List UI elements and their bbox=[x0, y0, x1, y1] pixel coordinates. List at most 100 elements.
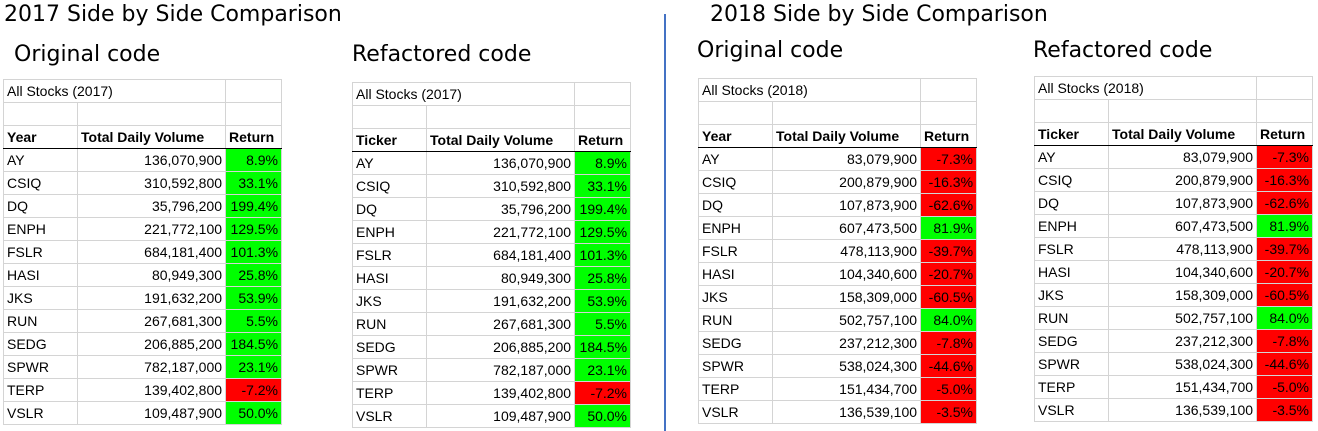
return-cell[interactable]: -16.3% bbox=[920, 170, 978, 194]
volume-cell[interactable]: 221,772,100 bbox=[76, 217, 227, 241]
volume-cell[interactable]: 136,539,100 bbox=[771, 400, 922, 424]
ticker-cell[interactable]: DQ bbox=[352, 197, 427, 221]
empty-cell[interactable] bbox=[225, 79, 283, 103]
volume-cell[interactable]: 221,772,100 bbox=[425, 220, 576, 244]
return-cell[interactable]: 50.0% bbox=[574, 404, 632, 428]
return-cell[interactable]: -39.7% bbox=[1256, 237, 1314, 261]
volume-cell[interactable]: 136,539,100 bbox=[1107, 398, 1258, 422]
return-cell[interactable]: -60.5% bbox=[920, 285, 978, 309]
volume-cell[interactable]: 782,187,000 bbox=[425, 358, 576, 382]
return-cell[interactable]: 129.5% bbox=[225, 217, 283, 241]
ticker-header[interactable]: Ticker bbox=[1034, 122, 1109, 146]
return-cell[interactable]: -39.7% bbox=[920, 239, 978, 263]
ticker-cell[interactable]: VSLR bbox=[3, 401, 78, 425]
volume-cell[interactable]: 200,879,900 bbox=[1107, 168, 1258, 192]
sheet-title-cell[interactable]: All Stocks (2018) bbox=[1033, 76, 1258, 100]
ticker-cell[interactable]: FSLR bbox=[698, 239, 773, 263]
return-cell[interactable]: -62.6% bbox=[1256, 191, 1314, 215]
return-cell[interactable]: -7.2% bbox=[574, 381, 632, 405]
return-cell[interactable]: 184.5% bbox=[574, 335, 632, 359]
return-cell[interactable]: -16.3% bbox=[1256, 168, 1314, 192]
volume-cell[interactable]: 782,187,000 bbox=[76, 355, 227, 379]
return-cell[interactable]: 8.9% bbox=[225, 148, 283, 172]
volume-cell[interactable]: 136,070,900 bbox=[76, 148, 227, 172]
return-cell[interactable]: 25.8% bbox=[574, 266, 632, 290]
return-cell[interactable]: -60.5% bbox=[1256, 283, 1314, 307]
return-header[interactable]: Return bbox=[225, 125, 283, 149]
return-cell[interactable]: -7.3% bbox=[920, 147, 978, 171]
ticker-cell[interactable]: SEDG bbox=[698, 331, 773, 355]
return-header[interactable]: Return bbox=[920, 124, 978, 148]
ticker-cell[interactable]: AY bbox=[3, 148, 78, 172]
return-header[interactable]: Return bbox=[1256, 122, 1314, 146]
ticker-header[interactable]: Year bbox=[698, 124, 773, 148]
return-cell[interactable]: 23.1% bbox=[225, 355, 283, 379]
ticker-cell[interactable]: FSLR bbox=[1034, 237, 1109, 261]
ticker-cell[interactable]: TERP bbox=[352, 381, 427, 405]
ticker-cell[interactable]: SPWR bbox=[352, 358, 427, 382]
ticker-cell[interactable]: ENPH bbox=[3, 217, 78, 241]
ticker-cell[interactable]: SEDG bbox=[1034, 329, 1109, 353]
return-cell[interactable]: -7.8% bbox=[1256, 329, 1314, 353]
volume-cell[interactable]: 109,487,900 bbox=[76, 401, 227, 425]
ticker-cell[interactable]: JKS bbox=[1034, 283, 1109, 307]
volume-cell[interactable]: 35,796,200 bbox=[425, 197, 576, 221]
volume-cell[interactable]: 310,592,800 bbox=[425, 174, 576, 198]
volume-cell[interactable]: 191,632,200 bbox=[76, 286, 227, 310]
return-cell[interactable]: -62.6% bbox=[920, 193, 978, 217]
empty-cell[interactable] bbox=[225, 102, 283, 126]
ticker-cell[interactable]: DQ bbox=[3, 194, 78, 218]
empty-cell[interactable] bbox=[352, 105, 427, 129]
return-cell[interactable]: 5.5% bbox=[574, 312, 632, 336]
return-cell[interactable]: 33.1% bbox=[225, 171, 283, 195]
volume-cell[interactable]: 607,473,500 bbox=[1107, 214, 1258, 238]
volume-cell[interactable]: 502,757,100 bbox=[771, 308, 922, 332]
volume-cell[interactable]: 158,309,000 bbox=[1107, 283, 1258, 307]
volume-cell[interactable]: 35,796,200 bbox=[76, 194, 227, 218]
return-cell[interactable]: 84.0% bbox=[920, 308, 978, 332]
empty-cell[interactable] bbox=[3, 102, 78, 126]
ticker-cell[interactable]: RUN bbox=[1034, 306, 1109, 330]
return-cell[interactable]: 25.8% bbox=[225, 263, 283, 287]
ticker-cell[interactable]: RUN bbox=[698, 308, 773, 332]
return-cell[interactable]: -5.0% bbox=[920, 377, 978, 401]
volume-cell[interactable]: 206,885,200 bbox=[76, 332, 227, 356]
return-cell[interactable]: 199.4% bbox=[225, 194, 283, 218]
volume-cell[interactable]: 151,434,700 bbox=[1107, 375, 1258, 399]
return-cell[interactable]: -44.6% bbox=[1256, 352, 1314, 376]
volume-header[interactable]: Total Daily Volume bbox=[771, 124, 922, 148]
ticker-cell[interactable]: TERP bbox=[1034, 375, 1109, 399]
ticker-cell[interactable]: SPWR bbox=[3, 355, 78, 379]
return-cell[interactable]: -3.5% bbox=[1256, 398, 1314, 422]
ticker-cell[interactable]: JKS bbox=[698, 285, 773, 309]
ticker-cell[interactable]: HASI bbox=[1034, 260, 1109, 284]
volume-header[interactable]: Total Daily Volume bbox=[76, 125, 227, 149]
volume-cell[interactable]: 109,487,900 bbox=[425, 404, 576, 428]
ticker-cell[interactable]: FSLR bbox=[3, 240, 78, 264]
volume-cell[interactable]: 80,949,300 bbox=[425, 266, 576, 290]
return-cell[interactable]: 8.9% bbox=[574, 151, 632, 175]
volume-cell[interactable]: 267,681,300 bbox=[76, 309, 227, 333]
return-cell[interactable]: -7.3% bbox=[1256, 145, 1314, 169]
return-cell[interactable]: -44.6% bbox=[920, 354, 978, 378]
ticker-cell[interactable]: HASI bbox=[698, 262, 773, 286]
ticker-cell[interactable]: RUN bbox=[352, 312, 427, 336]
return-cell[interactable]: 184.5% bbox=[225, 332, 283, 356]
return-cell[interactable]: -20.7% bbox=[1256, 260, 1314, 284]
ticker-cell[interactable]: ENPH bbox=[698, 216, 773, 240]
volume-cell[interactable]: 83,079,900 bbox=[1107, 145, 1258, 169]
empty-cell[interactable] bbox=[1256, 99, 1314, 123]
empty-cell[interactable] bbox=[76, 102, 227, 126]
ticker-cell[interactable]: CSIQ bbox=[3, 171, 78, 195]
return-cell[interactable]: 53.9% bbox=[225, 286, 283, 310]
volume-cell[interactable]: 237,212,300 bbox=[771, 331, 922, 355]
ticker-cell[interactable]: SPWR bbox=[1034, 352, 1109, 376]
volume-cell[interactable]: 478,113,900 bbox=[771, 239, 922, 263]
volume-cell[interactable]: 684,181,400 bbox=[76, 240, 227, 264]
volume-cell[interactable]: 107,873,900 bbox=[771, 193, 922, 217]
ticker-cell[interactable]: HASI bbox=[3, 263, 78, 287]
volume-cell[interactable]: 502,757,100 bbox=[1107, 306, 1258, 330]
empty-cell[interactable] bbox=[425, 105, 576, 129]
empty-cell[interactable] bbox=[771, 101, 922, 125]
ticker-cell[interactable]: AY bbox=[352, 151, 427, 175]
